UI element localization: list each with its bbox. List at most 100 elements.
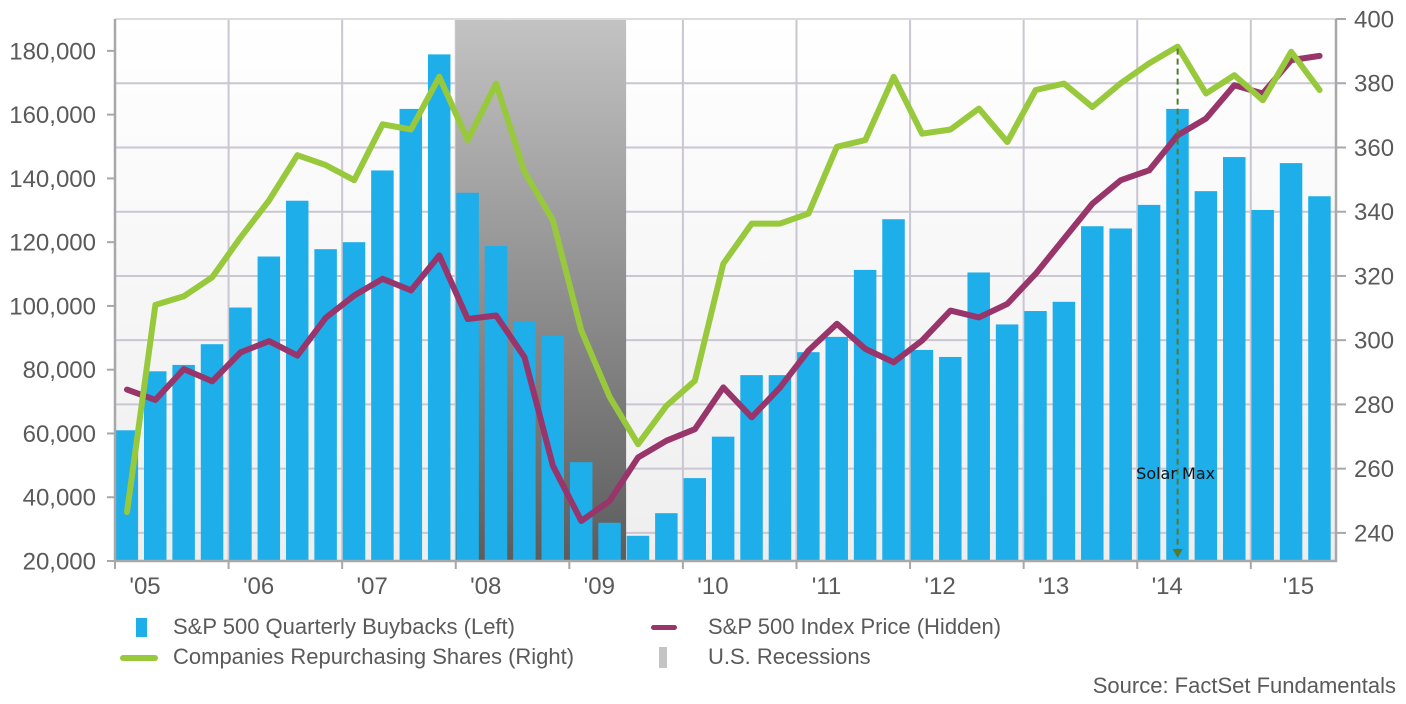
point-index-price — [578, 518, 584, 524]
point-repurchasing-companies — [919, 131, 925, 137]
point-repurchasing-companies — [550, 217, 556, 223]
bar-buybacks — [1109, 228, 1132, 562]
bar-buybacks — [399, 108, 423, 561]
point-index-price — [266, 338, 272, 344]
point-repurchasing-companies — [124, 509, 130, 515]
y-left-tick-label: 20,000 — [23, 549, 96, 576]
y-right-tick-label: 260 — [1354, 456, 1394, 483]
bar-buybacks — [1137, 204, 1161, 561]
point-index-price — [891, 359, 897, 365]
point-index-price — [238, 349, 244, 355]
y-right-tick-label: 280 — [1354, 392, 1394, 419]
point-repurchasing-companies — [578, 328, 584, 334]
bar-buybacks — [683, 478, 707, 561]
bar-buybacks — [1024, 311, 1047, 561]
points-repurchasing-companies — [124, 44, 1323, 515]
y-right-tick-label: 340 — [1354, 199, 1394, 226]
y-left-tick-label: 80,000 — [23, 357, 96, 384]
point-index-price — [181, 366, 187, 372]
point-index-price — [550, 463, 556, 469]
bar-buybacks — [427, 54, 451, 562]
y-left-tick-label: 120,000 — [9, 230, 96, 257]
legend-swatch-repurchasing — [120, 655, 158, 661]
bar-buybacks — [910, 349, 934, 561]
x-tick-label: '08 — [470, 573, 501, 600]
y-right-tick-label: 360 — [1354, 135, 1394, 162]
point-repurchasing-companies — [1089, 104, 1095, 110]
point-repurchasing-companies — [465, 137, 471, 143]
bar-buybacks — [200, 344, 224, 561]
point-index-price — [947, 308, 953, 314]
bar-buybacks — [371, 170, 394, 562]
point-repurchasing-companies — [1317, 87, 1323, 93]
point-index-price — [919, 338, 925, 344]
y-left-tick-label: 40,000 — [23, 485, 96, 512]
point-repurchasing-companies — [720, 261, 726, 267]
bar-buybacks — [655, 513, 678, 561]
point-repurchasing-companies — [408, 126, 414, 132]
point-index-price — [777, 384, 783, 390]
point-index-price — [351, 293, 357, 299]
point-repurchasing-companies — [294, 152, 300, 158]
point-repurchasing-companies — [777, 221, 783, 227]
x-tick-label: '06 — [243, 573, 274, 600]
x-tick-label: '07 — [357, 573, 388, 600]
arrow-down-icon — [1172, 549, 1183, 558]
bar-buybacks — [456, 192, 479, 561]
point-index-price — [436, 252, 442, 258]
point-repurchasing-companies — [1260, 97, 1266, 103]
legend-swatch-recessions — [659, 647, 667, 668]
chart: Solar Max 20,000 40,000 60,000 80,000 100,000… — [9, 7, 1394, 601]
point-index-price — [1089, 201, 1095, 207]
point-index-price — [834, 321, 840, 327]
y-right-tick-label: 300 — [1354, 328, 1394, 355]
point-repurchasing-companies — [862, 137, 868, 143]
point-repurchasing-companies — [834, 144, 840, 150]
y-left-tick-label: 140,000 — [9, 166, 96, 193]
bar-buybacks — [541, 335, 565, 561]
annotation-label: Solar Max — [1136, 464, 1215, 483]
point-repurchasing-companies — [1288, 49, 1294, 55]
point-index-price — [323, 315, 329, 321]
point-repurchasing-companies — [493, 81, 499, 87]
legend-swatch-index-price — [651, 625, 677, 630]
bar-buybacks — [740, 375, 763, 561]
point-index-price — [749, 414, 755, 420]
point-index-price — [1203, 116, 1209, 122]
recession-shading — [455, 19, 627, 561]
point-index-price — [1317, 53, 1323, 59]
bar-buybacks — [1194, 191, 1218, 561]
point-repurchasing-companies — [1118, 80, 1124, 86]
point-index-price — [664, 438, 670, 444]
point-repurchasing-companies — [238, 234, 244, 240]
point-repurchasing-companies — [266, 197, 272, 203]
point-repurchasing-companies — [380, 121, 386, 127]
y-right-tick-label: 380 — [1354, 71, 1394, 98]
legend-label-index-price: S&P 500 Index Price (Hidden) — [708, 614, 1002, 639]
point-repurchasing-companies — [1033, 87, 1039, 93]
legend-label-recessions: U.S. Recessions — [708, 644, 871, 669]
point-index-price — [1004, 301, 1010, 307]
bar-buybacks — [967, 272, 990, 561]
x-tick-label: '11 — [812, 573, 842, 600]
axes: 20,000 40,000 60,000 80,000 100,000 120,000 14… — [9, 7, 1394, 601]
point-repurchasing-companies — [181, 293, 187, 299]
bar-buybacks — [285, 200, 309, 561]
point-index-price — [294, 353, 300, 359]
point-repurchasing-companies — [323, 162, 329, 168]
bar-buybacks — [882, 219, 905, 561]
bar-buybacks — [711, 436, 735, 561]
bar-buybacks — [143, 371, 167, 561]
point-index-price — [635, 454, 641, 460]
source-note: Source: FactSet Fundamentals — [1092, 673, 1396, 698]
bar-buybacks — [626, 535, 650, 561]
bar-buybacks — [1223, 157, 1246, 561]
point-index-price — [493, 312, 499, 318]
x-tick-label: '10 — [697, 573, 728, 600]
legend-swatch-buybacks — [136, 618, 147, 637]
y-left-tick-label: 60,000 — [23, 421, 96, 448]
y-left-tick-label: 180,000 — [9, 38, 96, 65]
point-repurchasing-companies — [1203, 91, 1209, 97]
point-repurchasing-companies — [749, 221, 755, 227]
bar-buybacks — [853, 269, 877, 561]
